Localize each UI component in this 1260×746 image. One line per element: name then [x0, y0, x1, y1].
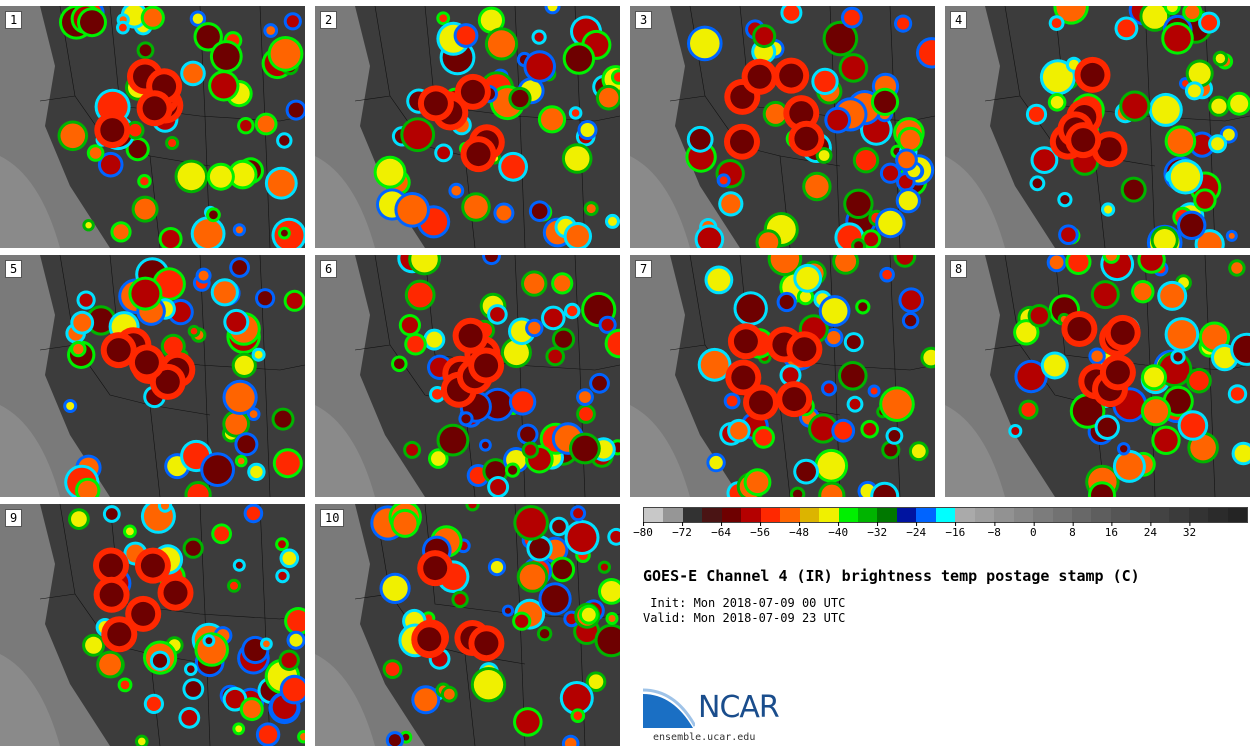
postage-stamp-panel: 4 — [945, 6, 1250, 248]
colorbar-swatch — [1227, 508, 1248, 522]
panel-number: 2 — [320, 11, 338, 29]
postage-stamp-panel: 10 — [315, 504, 620, 746]
logo-text: NCAR — [698, 690, 780, 725]
colorbar-swatch — [663, 508, 683, 522]
colorbar-tick-label: −8 — [987, 522, 1001, 539]
panel-number: 6 — [320, 260, 338, 278]
colorbar-swatch — [1052, 508, 1072, 522]
colorbar-swatch — [819, 508, 839, 522]
colorbar-swatch — [857, 508, 878, 522]
colorbar-tick-label: −24 — [906, 522, 927, 539]
postage-stamp-panel: 5 — [0, 255, 305, 497]
colorbar-swatch — [955, 508, 975, 522]
postage-stamp-panel: 9 — [0, 504, 305, 746]
colorbar-tick-label: −48 — [789, 522, 810, 539]
colorbar-swatch — [1130, 508, 1150, 522]
colorbar-swatch — [741, 508, 761, 522]
colorbar-tick-label: 0 — [1029, 522, 1037, 539]
ir-map — [315, 6, 620, 248]
website-url: ensemble.ucar.edu — [653, 732, 756, 743]
ir-map — [0, 504, 305, 746]
panel-number: 10 — [320, 509, 345, 527]
ncar-logo: NCAR — [642, 688, 793, 733]
colorbar-swatch — [994, 508, 1014, 522]
panel-number: 4 — [950, 11, 968, 29]
postage-stamp-panel: 2 — [315, 6, 620, 248]
panel-number: 7 — [635, 260, 653, 278]
colorbar-swatch — [1110, 508, 1131, 522]
colorbar-swatch — [877, 508, 897, 522]
ir-map — [0, 255, 305, 497]
panel-number: 9 — [5, 509, 23, 527]
colorbar-tick-label: −64 — [711, 522, 732, 539]
ir-map — [315, 255, 620, 497]
colorbar-tick-label: −80 — [633, 522, 653, 539]
ncar-logo-icon — [642, 688, 697, 728]
colorbar-tick-label: 16 — [1104, 522, 1119, 539]
ir-map — [945, 255, 1250, 497]
colorbar — [643, 507, 1248, 523]
colorbar-swatch — [702, 508, 722, 522]
colorbar-swatch — [780, 508, 800, 522]
init-time: Init: Mon 2018-07-09 00 UTC — [643, 596, 846, 610]
colorbar-tick-label: 32 — [1182, 522, 1197, 539]
colorbar-swatch — [682, 508, 703, 522]
colorbar-swatch — [1188, 508, 1209, 522]
postage-stamp-panel: 1 — [0, 6, 305, 248]
colorbar-swatch — [644, 508, 664, 522]
colorbar-ticks: −80 −72 −64 −56 −48 −40 −32 −24 −16 −8 0 8 16 24 32 — [633, 522, 1248, 546]
valid-time: Valid: Mon 2018-07-09 23 UTC — [643, 611, 846, 625]
colorbar-swatch — [1208, 508, 1228, 522]
colorbar-tick-label: 24 — [1143, 522, 1158, 539]
colorbar-swatch — [1071, 508, 1092, 522]
panel-number: 8 — [950, 260, 968, 278]
colorbar-tick-label: 8 — [1069, 522, 1076, 539]
colorbar-swatch — [1169, 508, 1189, 522]
colorbar-swatch — [1013, 508, 1034, 522]
colorbar-tick-label: −40 — [828, 522, 849, 539]
colorbar-swatch — [1033, 508, 1053, 522]
postage-stamp-panel: 7 — [630, 255, 935, 497]
ir-map — [630, 6, 935, 248]
ir-map — [630, 255, 935, 497]
postage-stamp-panel: 8 — [945, 255, 1250, 497]
colorbar-swatch — [916, 508, 936, 522]
colorbar-swatch — [799, 508, 820, 522]
colorbar-swatch — [935, 508, 956, 522]
colorbar-tick-label: −32 — [867, 522, 888, 539]
colorbar-tick-label: −56 — [750, 522, 771, 539]
panel-number: 1 — [5, 11, 23, 29]
colorbar-swatch — [896, 508, 917, 522]
figure-title: GOES-E Channel 4 (IR) brightness temp po… — [643, 567, 1140, 585]
colorbar-swatch — [838, 508, 858, 522]
ir-map — [945, 6, 1250, 248]
postage-stamp-panel: 6 — [315, 255, 620, 497]
colorbar-swatch — [974, 508, 995, 522]
colorbar-tick-label: −72 — [672, 522, 692, 539]
postage-stamp-panel: 3 — [630, 6, 935, 248]
ir-map — [315, 504, 620, 746]
panel-number: 3 — [635, 11, 653, 29]
colorbar-swatch — [1149, 508, 1170, 522]
panel-number: 5 — [5, 260, 23, 278]
colorbar-swatch — [1091, 508, 1111, 522]
colorbar-swatch — [721, 508, 742, 522]
ir-map — [0, 6, 305, 248]
colorbar-swatch — [760, 508, 781, 522]
colorbar-tick-label: −16 — [945, 522, 966, 539]
